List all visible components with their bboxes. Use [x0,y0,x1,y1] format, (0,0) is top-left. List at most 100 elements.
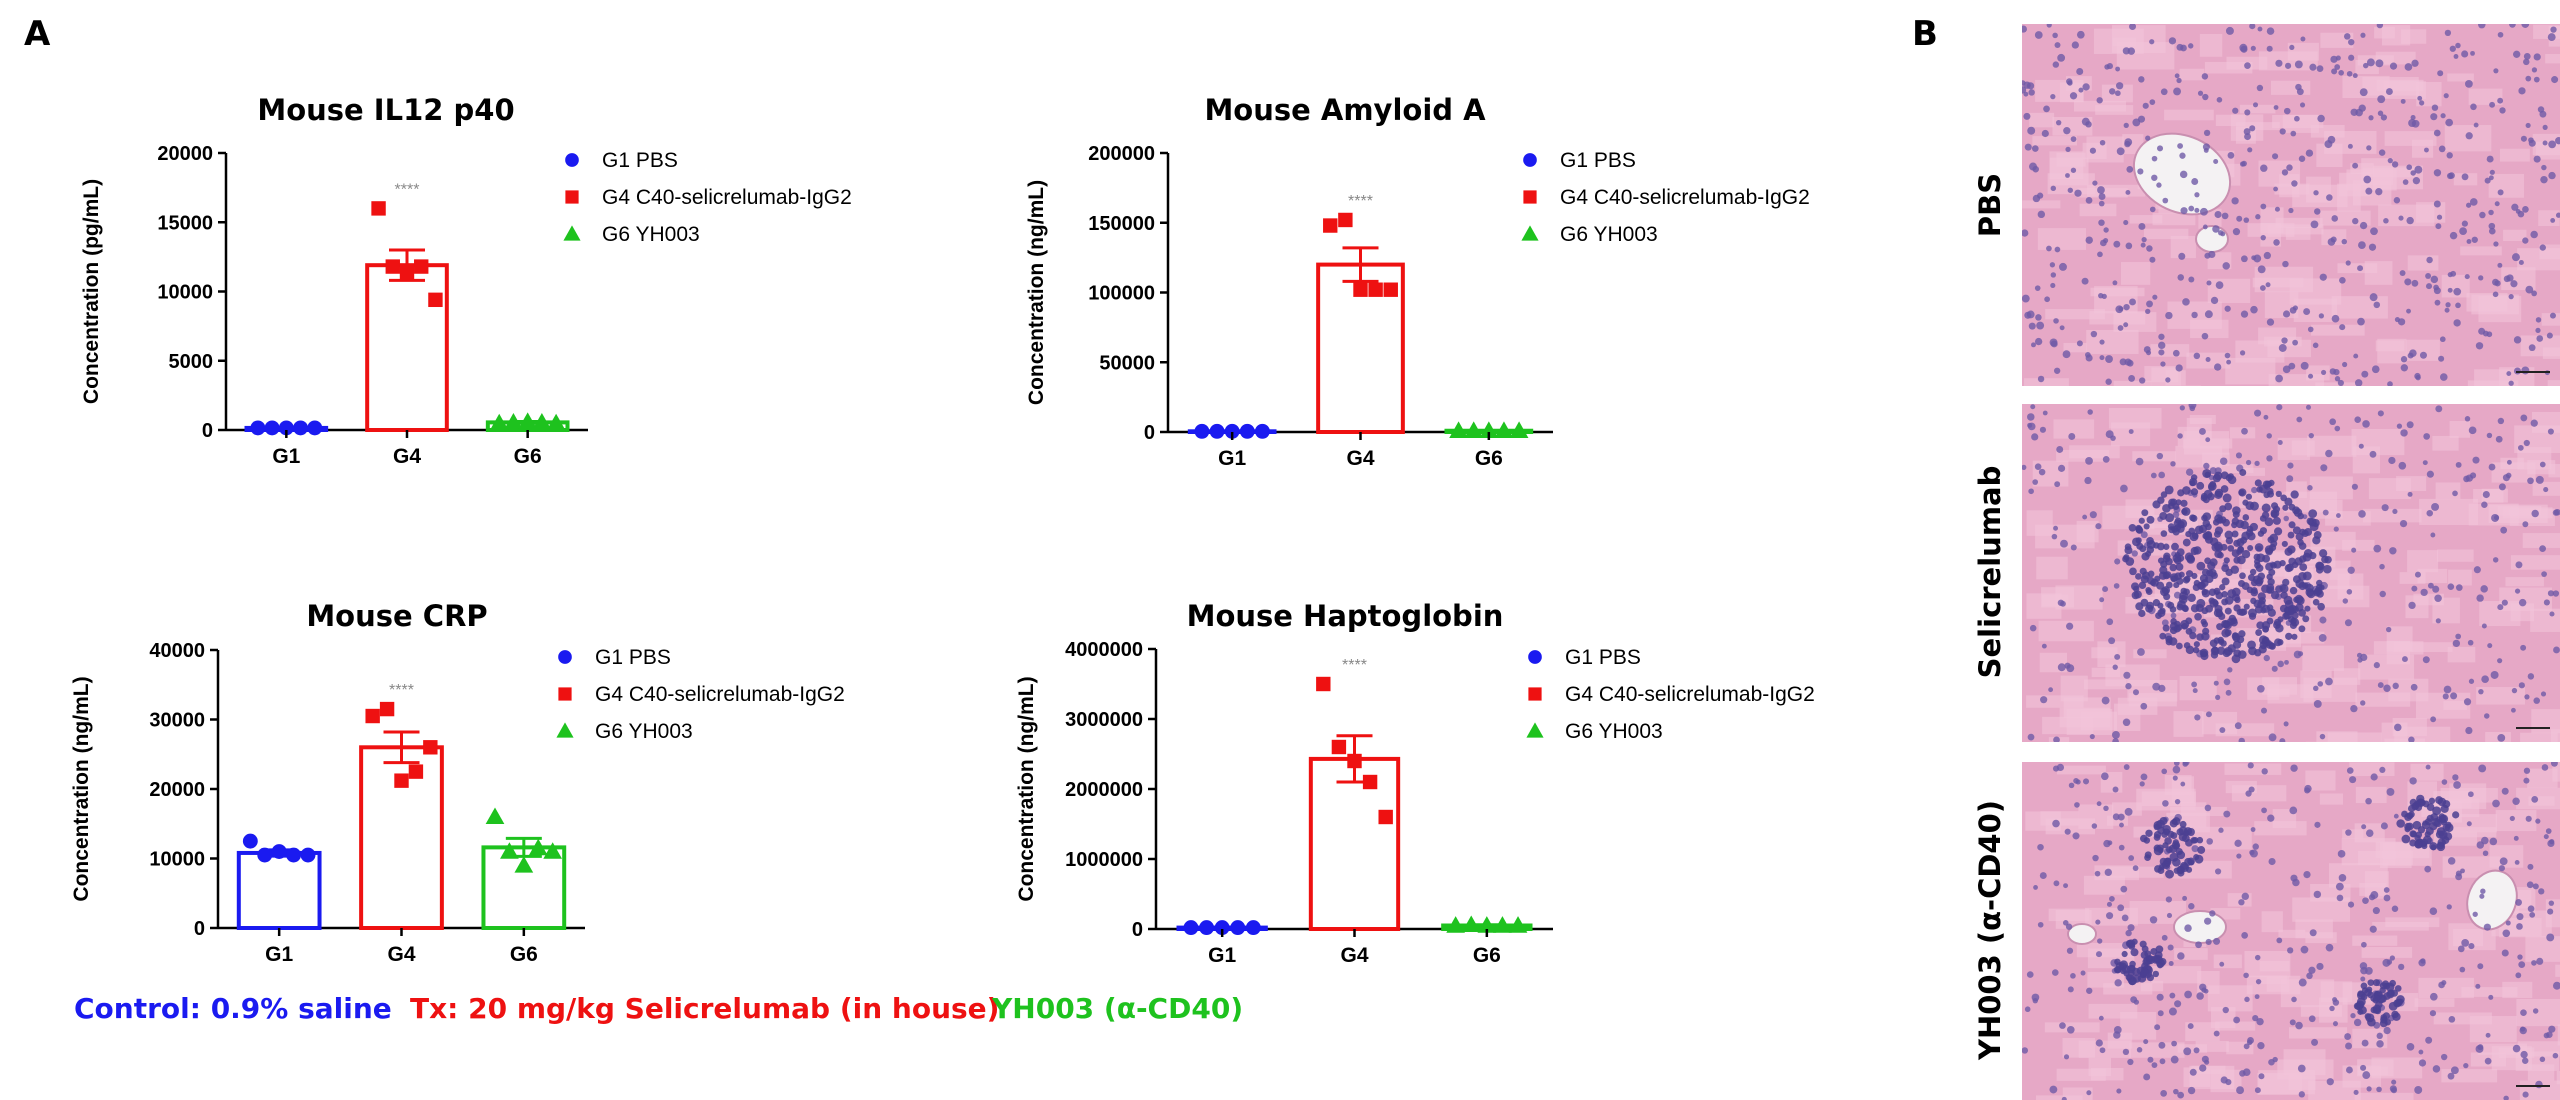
data-point [1316,676,1331,692]
cytoplasm-patch [2352,935,2398,946]
nucleus [2275,374,2283,383]
nucleus [2125,929,2132,937]
infiltrate-cell [2165,513,2175,523]
infiltrate-cell [2260,607,2267,614]
nucleus [2023,112,2031,120]
nucleus [2113,1025,2122,1034]
nucleus [2203,129,2211,137]
nucleus [2363,175,2372,184]
infiltrate-cell [2366,986,2373,993]
infiltrate-cell [2153,846,2163,856]
cytoplasm-patch [2316,731,2358,742]
nucleus [2368,243,2377,251]
nucleus [2497,31,2504,38]
nucleus [2023,91,2029,97]
nucleus [2283,515,2289,522]
nucleus [2062,920,2069,926]
nucleus [2400,356,2408,363]
infiltrate-cell [2324,555,2332,564]
infiltrate-cell [2246,586,2254,594]
nucleus [2160,361,2166,367]
data-point [1230,920,1246,936]
cytoplasm-patch [2209,464,2254,474]
nucleus [2074,189,2082,197]
infiltrate-cell [2203,489,2213,499]
infiltrate-cell [2387,989,2395,997]
nucleus [2037,210,2046,219]
nucleus [2050,272,2057,278]
nucleus [2412,177,2421,185]
nucleus [2253,102,2259,108]
nucleus [2383,218,2389,224]
nucleus [2234,722,2242,730]
cytoplasm-patch [2113,312,2157,332]
infiltrate-cell [2272,516,2281,525]
nucleus [2242,1068,2251,1077]
nucleus [2512,797,2520,805]
nucleus [2065,146,2071,153]
nucleus [2053,367,2061,374]
infiltrate-cell [2242,499,2249,506]
cytoplasm-patch [2471,294,2519,315]
nucleus [2281,337,2288,344]
nucleus [2461,939,2470,947]
nucleus [2227,667,2233,673]
infiltrate-cell [2174,620,2181,628]
nucleus [2289,306,2297,314]
nucleus [2256,1017,2264,1026]
cytoplasm-patch [2413,593,2444,606]
nucleus [2542,140,2548,146]
cytoplasm-patch [2293,298,2338,323]
nucleus [2500,526,2508,534]
nucleus [2475,1045,2484,1053]
nucleus [2465,726,2473,735]
infiltrate-cell [2317,602,2325,611]
nucleus [2531,290,2537,297]
nucleus [2492,557,2499,563]
nucleus [2466,821,2472,827]
nucleus [2056,446,2064,453]
infiltrate-cell [2161,586,2171,595]
nucleus [2173,591,2181,599]
legend-label: G1 PBS [602,149,678,172]
nucleus [2342,361,2348,368]
data-point [394,773,409,788]
infiltrate-cell [2175,642,2183,650]
nucleus [2366,58,2375,67]
nucleus [2532,1008,2539,1014]
nucleus [2377,682,2384,689]
infiltrate-cell [2255,629,2263,636]
nucleus [2317,114,2325,123]
nucleus [2182,298,2190,306]
nucleus [2138,76,2145,83]
nucleus [2022,80,2026,86]
nucleus [2199,428,2206,435]
nucleus [2272,1056,2278,1063]
nucleus [2455,302,2461,309]
infiltrate-cell [2404,822,2412,831]
infiltrate-cell [2443,832,2453,841]
infiltrate-cell [2289,586,2298,595]
nucleus [2386,787,2395,796]
nucleus [2219,961,2225,967]
nucleus [2346,767,2354,774]
cytoplasm-patch [2210,1007,2236,1028]
nucleus [2055,119,2062,126]
infiltrate-cell [2313,588,2322,597]
nucleus [2151,174,2158,181]
infiltrate-cell [2224,502,2233,511]
nucleus [2057,464,2066,472]
nucleus [2513,835,2519,841]
nucleus [2305,404,2312,410]
nucleus [2219,727,2226,734]
nucleus [2433,129,2441,137]
nucleus [2518,682,2525,689]
cytoplasm-patch [2542,347,2560,359]
nucleus [2236,215,2243,222]
panel-label-a: A [24,14,51,54]
cytoplasm-patch [2306,435,2357,457]
nucleus [2028,488,2034,495]
cytoplasm-patch [2076,942,2134,958]
